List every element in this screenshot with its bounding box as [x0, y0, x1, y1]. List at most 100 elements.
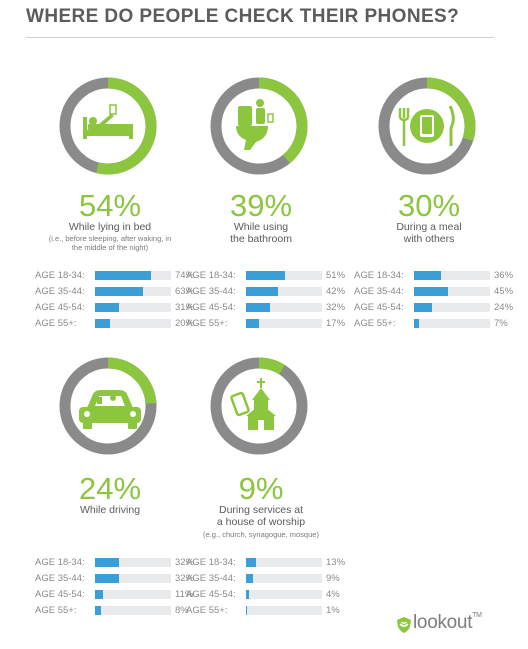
age-row: AGE 18-34: 13%: [186, 556, 345, 572]
donut-value-arc: [258, 357, 285, 375]
age-label: AGE 55+:: [35, 605, 77, 616]
donut-chart-meal: [378, 77, 476, 175]
age-bar: [95, 271, 152, 280]
page-title: WHERE DO PEOPLE CHECK THEIR PHONES?: [26, 6, 460, 27]
percent-value: 24%: [78, 471, 142, 506]
panel-label: During services at a house of worship: [216, 504, 306, 528]
age-value: 51%: [326, 270, 346, 281]
age-label: AGE 45-54:: [35, 302, 85, 313]
age-value: 32%: [326, 302, 346, 313]
age-label: AGE 55+:: [35, 318, 77, 329]
age-bar: [414, 303, 433, 312]
age-row: AGE 18-34: 32%: [35, 556, 194, 572]
age-label: AGE 45-54:: [35, 589, 85, 600]
age-bar: [414, 287, 449, 296]
percent-value: 39%: [229, 188, 293, 223]
bed-icon: [83, 104, 133, 139]
age-label: AGE 45-54:: [186, 302, 236, 313]
age-breakdown: AGE 18-34: 32% AGE 35-44: 32% AGE 45-54: 11% A…: [35, 556, 194, 620]
age-value: 13%: [326, 557, 346, 568]
age-label: AGE 55+:: [186, 605, 228, 616]
age-value: 24%: [494, 302, 514, 313]
age-bar: [246, 606, 247, 615]
age-row: AGE 55+: 1%: [186, 604, 340, 620]
age-value: 20%: [175, 318, 195, 329]
panel-label: While driving: [79, 504, 141, 516]
meal-icon: [398, 105, 455, 146]
age-label: AGE 35-44:: [35, 286, 85, 297]
age-value: 63%: [175, 286, 195, 297]
age-bar: [95, 590, 104, 599]
age-label: AGE 45-54:: [354, 302, 404, 313]
age-row: AGE 45-54: 11%: [35, 588, 193, 604]
bar-track: [246, 590, 322, 599]
bar-track: [95, 287, 171, 296]
age-label: AGE 35-44:: [35, 573, 85, 584]
age-value: 1%: [326, 605, 340, 616]
bar-track: [246, 558, 322, 567]
age-row: AGE 35-44: 45%: [354, 285, 513, 301]
age-row: AGE 45-54: 24%: [354, 301, 513, 317]
panel-label: While lying in bed: [68, 221, 152, 233]
percent-value: 54%: [78, 188, 142, 223]
age-label: AGE 18-34:: [186, 557, 236, 568]
bar-track: [246, 574, 322, 583]
bar-track: [414, 319, 490, 328]
age-breakdown: AGE 18-34: 74% AGE 35-44: 63% AGE 45-54: 31% A…: [35, 269, 194, 333]
age-label: AGE 55+:: [354, 318, 396, 329]
age-bar: [246, 287, 278, 296]
shield-icon: [397, 617, 411, 633]
donut-chart-bathroom: [210, 77, 308, 175]
age-value: 32%: [175, 573, 195, 584]
age-breakdown: AGE 18-34: 36% AGE 35-44: 45% AGE 45-54: 24% A…: [354, 269, 513, 333]
age-bar: [95, 319, 111, 328]
percent-value: 9%: [238, 471, 284, 506]
age-value: 7%: [494, 318, 508, 329]
age-row: AGE 45-54: 31%: [35, 301, 194, 317]
age-label: AGE 55+:: [186, 318, 228, 329]
age-bar: [95, 303, 119, 312]
panel-label: While using the bathroom: [230, 221, 292, 245]
age-label: AGE 35-44:: [354, 286, 404, 297]
age-bar: [95, 606, 102, 615]
age-row: AGE 55+: 8%: [35, 604, 189, 620]
age-bar: [95, 574, 120, 583]
bar-track: [414, 303, 490, 312]
toilet-icon: [236, 99, 274, 150]
donut-value-arc: [258, 77, 308, 164]
age-row: AGE 35-44: 42%: [186, 285, 345, 301]
age-label: AGE 18-34:: [186, 270, 236, 281]
age-value: 31%: [175, 302, 195, 313]
age-value: 36%: [494, 270, 514, 281]
lookout-logo: lookoutTM: [396, 612, 496, 638]
age-value: 4%: [326, 589, 340, 600]
age-value: 32%: [175, 557, 195, 568]
age-value: 8%: [175, 605, 189, 616]
age-row: AGE 18-34: 74%: [35, 269, 194, 285]
age-bar: [246, 590, 249, 599]
panel-sublabel: (i.e., before sleeping, after waking, in…: [48, 234, 172, 252]
brand-name: lookoutTM: [413, 612, 482, 633]
age-value: 17%: [326, 318, 346, 329]
age-label: AGE 18-34:: [35, 270, 85, 281]
bar-track: [95, 303, 171, 312]
age-bar: [246, 271, 285, 280]
age-bar: [246, 303, 271, 312]
bar-track: [95, 606, 171, 615]
age-label: AGE 18-34:: [354, 270, 404, 281]
donut-chart-lying-in-bed: [59, 77, 157, 175]
age-bar: [414, 271, 442, 280]
age-bar: [95, 287, 143, 296]
bar-track: [95, 319, 171, 328]
age-row: AGE 55+: 20%: [35, 317, 194, 333]
bar-track: [246, 319, 322, 328]
age-bar: [246, 574, 253, 583]
age-row: AGE 55+: 17%: [186, 317, 345, 333]
church-icon: [230, 378, 276, 430]
bar-track: [95, 590, 171, 599]
age-value: 45%: [494, 286, 514, 297]
age-bar: [246, 558, 256, 567]
bar-track: [95, 558, 171, 567]
age-label: AGE 35-44:: [186, 286, 236, 297]
donut-chart-house-of-worship: [210, 357, 308, 455]
